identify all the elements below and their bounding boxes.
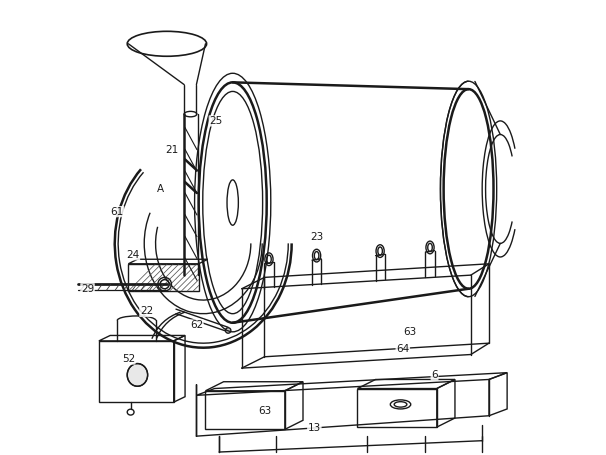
Ellipse shape — [127, 364, 148, 386]
Text: 22: 22 — [140, 306, 153, 316]
Text: 63: 63 — [258, 406, 271, 416]
Text: 64: 64 — [396, 344, 410, 354]
Text: 61: 61 — [110, 207, 124, 217]
Text: 25: 25 — [209, 116, 222, 126]
Text: 52: 52 — [122, 354, 135, 364]
Text: 62: 62 — [190, 320, 203, 330]
Text: 24: 24 — [126, 250, 139, 260]
Text: A: A — [156, 184, 164, 194]
Text: 6: 6 — [431, 370, 438, 380]
Ellipse shape — [225, 328, 231, 333]
Text: 63: 63 — [403, 327, 416, 337]
Text: 29: 29 — [81, 284, 94, 294]
FancyArrowPatch shape — [156, 312, 185, 339]
FancyArrowPatch shape — [152, 312, 180, 339]
Text: 23: 23 — [310, 232, 323, 242]
Text: 13: 13 — [308, 423, 321, 433]
Text: 21: 21 — [165, 146, 178, 156]
